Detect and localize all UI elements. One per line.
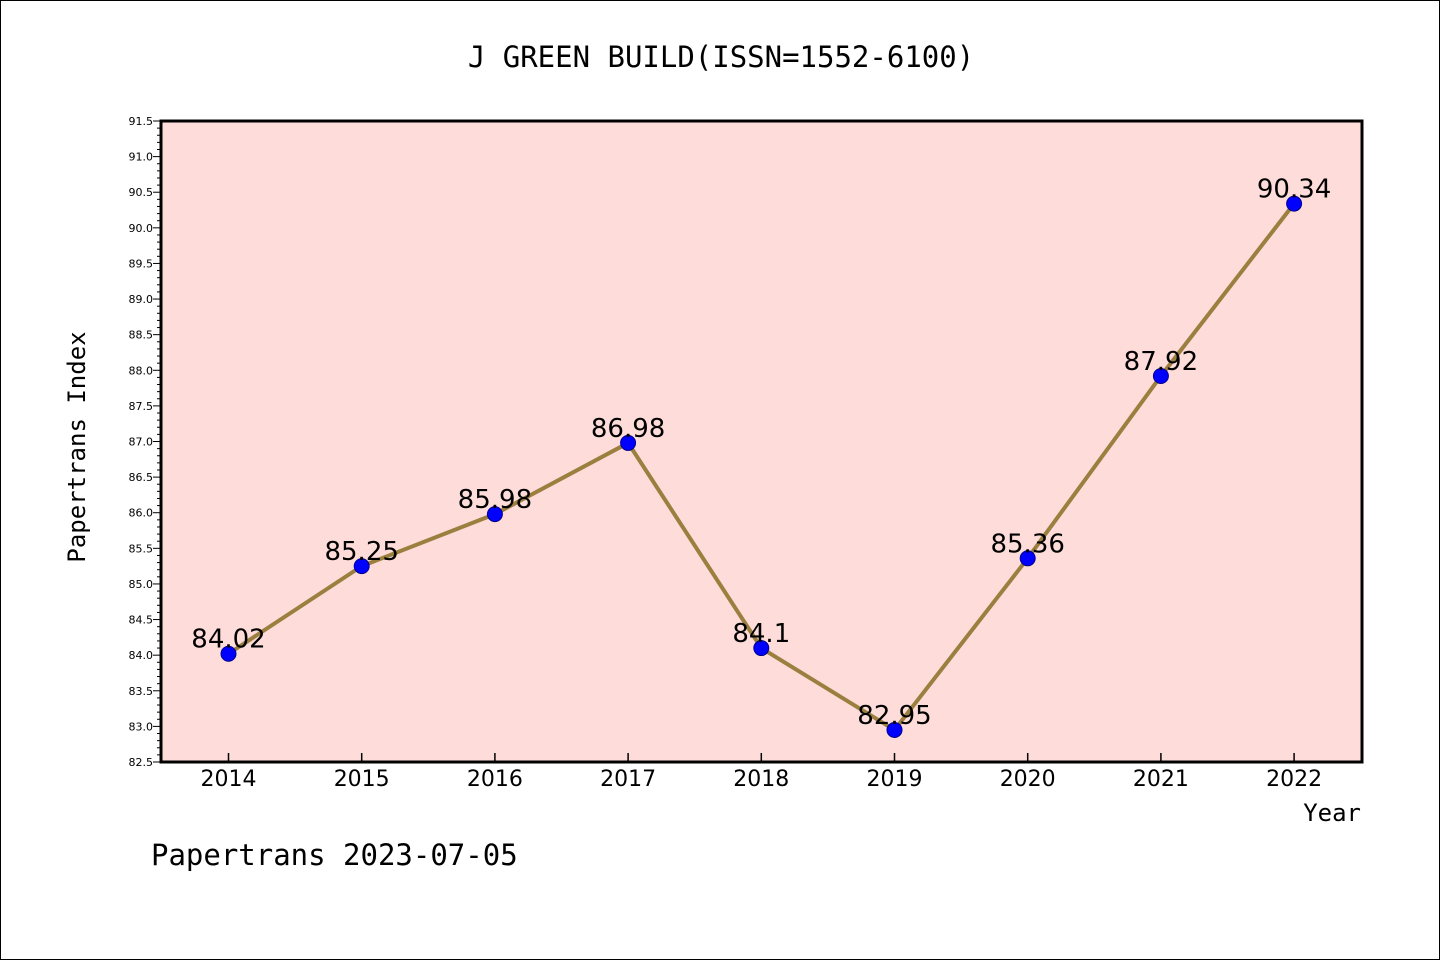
x-tick-label: 2020 [1000, 767, 1056, 792]
data-point-2016 [486, 506, 503, 523]
chart-title: J GREEN BUILD(ISSN=1552-6100) [468, 40, 974, 74]
x-tick-label: 2019 [867, 767, 923, 792]
series-markers [220, 195, 1303, 738]
plot-border [159, 119, 1364, 764]
y-tick-label: 82.5 [129, 756, 154, 769]
data-label-2017: 86.98 [591, 414, 665, 444]
data-point-2022 [1286, 195, 1303, 212]
data-point-2014 [220, 645, 237, 662]
data-point-2020 [1019, 550, 1036, 567]
data-label-2020: 85.36 [990, 529, 1064, 559]
x-tick-label: 2015 [334, 767, 390, 792]
data-label-2022: 90.34 [1257, 175, 1331, 205]
y-tick-label: 90.5 [129, 186, 154, 199]
y-tick-label: 88.5 [129, 329, 154, 342]
footer-date: Papertrans 2023-07-05 [151, 838, 518, 872]
x-tick-label: 2022 [1266, 767, 1322, 792]
data-label-2014: 84.02 [191, 625, 265, 655]
y-tick-label: 91.5 [129, 115, 154, 128]
y-tick-label: 83.0 [129, 720, 154, 733]
data-point-2018 [753, 640, 770, 657]
x-tick-label: 2018 [733, 767, 789, 792]
data-point-2019 [886, 721, 903, 738]
y-tick-label: 87.5 [129, 400, 154, 413]
data-labels: 84.02 85.25 85.98 86.98 84.1 82.95 85.36 87.92 9… [191, 175, 1331, 731]
data-label-2015: 85.25 [324, 537, 398, 567]
data-point-2015 [353, 558, 370, 575]
y-tick-label: 88.0 [129, 364, 154, 377]
y-tick-label: 84.0 [129, 649, 154, 662]
y-tick-label: 89.5 [129, 257, 154, 270]
x-tick-label: 2014 [201, 767, 257, 792]
y-tick-label: 86.0 [129, 507, 154, 520]
x-tick-label: 2017 [600, 767, 656, 792]
x-tick-label: 2016 [467, 767, 523, 792]
y-axis-label: Papertrans Index [63, 331, 91, 562]
data-label-2021: 87.92 [1124, 347, 1198, 377]
data-label-2019: 82.95 [857, 701, 931, 731]
y-tick-label: 85.5 [129, 542, 154, 555]
y-tick-label: 84.5 [129, 614, 154, 627]
y-axis-ticks: 82.5 83.0 83.5 84.0 84.5 85.0 85.5 86.0 86.5 87.0… [129, 115, 161, 769]
y-tick-label: 90.0 [129, 222, 154, 235]
data-point-2017 [620, 434, 637, 451]
data-label-2016: 85.98 [458, 485, 532, 515]
y-tick-label: 83.5 [129, 685, 154, 698]
data-label-2018: 84.1 [732, 619, 790, 649]
y-tick-label: 89.0 [129, 293, 154, 306]
x-tick-label: 2021 [1133, 767, 1189, 792]
x-axis-label: Year [1303, 799, 1361, 827]
y-tick-label: 86.5 [129, 471, 154, 484]
plot-area [161, 121, 1362, 762]
y-tick-label: 91.0 [129, 151, 154, 164]
y-tick-label: 85.0 [129, 578, 154, 591]
y-tick-label: 87.0 [129, 436, 154, 449]
data-point-2021 [1152, 367, 1169, 384]
